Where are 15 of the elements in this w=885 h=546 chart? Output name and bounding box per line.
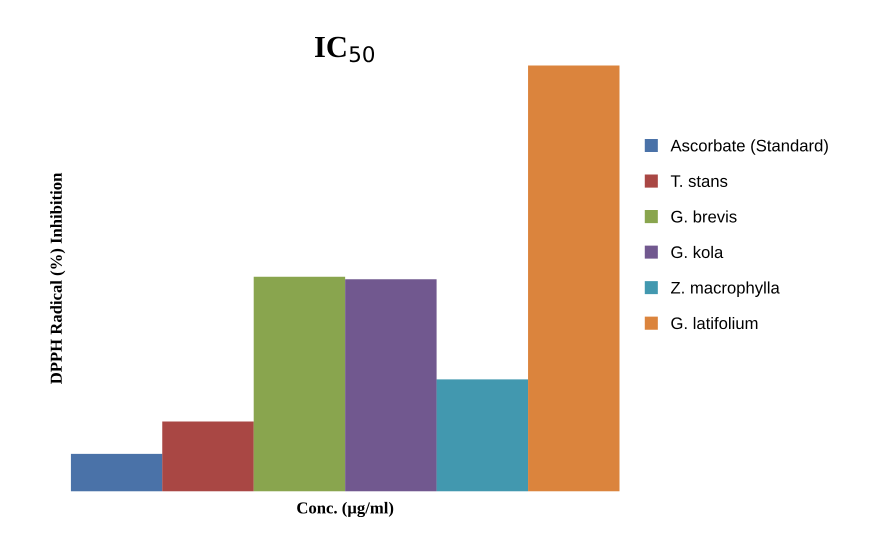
legend-label: G. latifolium — [671, 316, 758, 330]
legend-label: G. brevis — [671, 210, 737, 223]
bar — [162, 422, 254, 492]
y-axis-title: DPPH Radical (%) Inhibition — [50, 172, 66, 384]
chart-title: IC$_{50}$ — [315, 36, 374, 62]
legend-label: T. stans — [670, 175, 728, 188]
x-axis-title: Conc. (µg/ml) — [297, 502, 394, 518]
bar — [528, 66, 620, 492]
bar — [436, 379, 528, 492]
bar — [254, 276, 346, 492]
legend-label: Z. macrophylla — [671, 281, 780, 297]
legend-label: G. kola — [671, 246, 724, 258]
bar — [70, 454, 162, 492]
bar — [345, 279, 437, 492]
legend-label: Ascorbate (Standard) — [670, 139, 828, 155]
